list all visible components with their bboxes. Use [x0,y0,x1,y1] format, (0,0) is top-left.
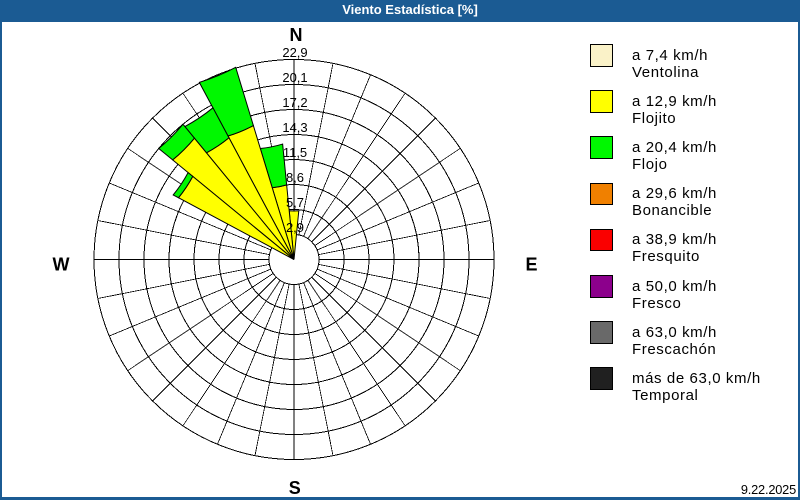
svg-text:11,5: 11,5 [283,145,307,160]
svg-text:8,6: 8,6 [286,170,304,185]
svg-text:W: W [53,255,70,275]
svg-text:2,9: 2,9 [286,220,304,235]
svg-text:E: E [525,255,537,275]
svg-text:17,2: 17,2 [282,95,307,110]
svg-text:5,7: 5,7 [286,195,304,210]
svg-text:20,1: 20,1 [282,70,307,85]
svg-text:S: S [289,478,301,498]
svg-text:N: N [290,25,303,45]
svg-text:14,3: 14,3 [282,120,307,135]
svg-text:22,9: 22,9 [282,45,307,60]
